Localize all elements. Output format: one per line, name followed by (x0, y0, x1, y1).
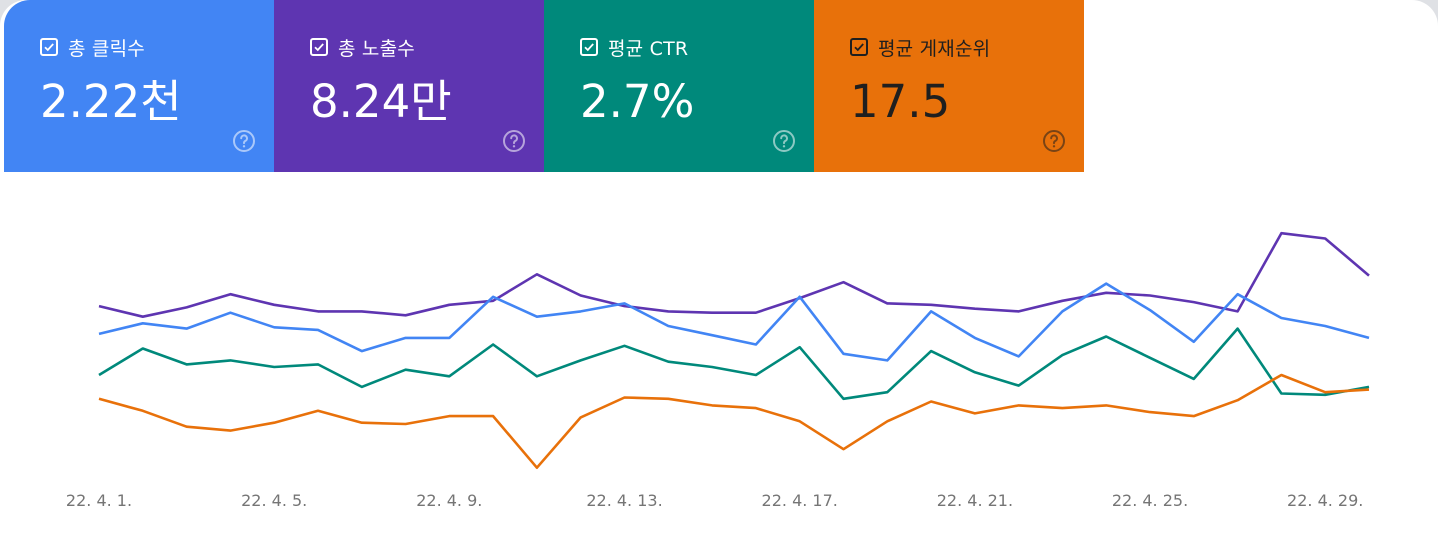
metric-card-ctr[interactable]: 평균 CTR 2.7% (544, 0, 814, 172)
x-tick-label: 22. 4. 9. (416, 491, 482, 510)
series-line-1 (98, 282, 1370, 362)
checkbox-checked-icon[interactable] (850, 38, 868, 56)
metric-value: 2.22천 (40, 75, 182, 128)
x-tick-label: 22. 4. 25. (1112, 491, 1188, 510)
help-icon[interactable] (772, 129, 796, 153)
x-tick-label: 22. 4. 1. (66, 491, 132, 510)
metric-value: 8.24만 (310, 75, 452, 128)
help-icon[interactable] (232, 129, 256, 153)
series-line-3 (98, 373, 1370, 470)
metric-label: 총 노출수 (338, 37, 415, 60)
help-icon[interactable] (1042, 129, 1066, 153)
metric-card-header: 평균 CTR (580, 33, 814, 61)
metric-card-header: 총 클릭수 (40, 33, 274, 61)
x-tick-label: 22. 4. 5. (241, 491, 307, 510)
help-icon[interactable] (502, 129, 526, 153)
checkbox-checked-icon[interactable] (310, 38, 328, 56)
metric-card-impressions[interactable]: 총 노출수 8.24만 (274, 0, 544, 172)
x-tick-label: 22. 4. 17. (762, 491, 838, 510)
metric-value: 2.7% (580, 75, 695, 128)
x-tick-label: 22. 4. 21. (937, 491, 1013, 510)
series-path (98, 373, 1370, 470)
metric-label: 총 클릭수 (68, 37, 145, 60)
series-path (98, 231, 1370, 318)
series-line-0 (98, 231, 1370, 318)
metric-card-position[interactable]: 평균 게재순위 17.5 (814, 0, 1084, 172)
metric-label: 평균 CTR (608, 37, 689, 60)
series-path (98, 327, 1370, 401)
series-line-2 (98, 327, 1370, 401)
metric-label: 평균 게재순위 (878, 37, 991, 60)
metric-card-header: 평균 게재순위 (850, 33, 1084, 61)
metric-value: 17.5 (850, 75, 951, 128)
x-tick-label: 22. 4. 13. (586, 491, 662, 510)
checkbox-checked-icon[interactable] (40, 38, 58, 56)
x-tick-label: 22. 4. 29. (1287, 491, 1363, 510)
metric-card-header: 총 노출수 (310, 33, 544, 61)
checkbox-checked-icon[interactable] (580, 38, 598, 56)
metric-cards: 총 클릭수 2.22천 총 노출수 8.24만 (4, 0, 1084, 172)
performance-line-chart[interactable]: 22. 4. 1. 22. 4. 5. 22. 4. 9. 22. 4. 13. 22.… (0, 172, 1438, 543)
series-path (98, 282, 1370, 362)
metric-card-clicks[interactable]: 총 클릭수 2.22천 (4, 0, 274, 172)
